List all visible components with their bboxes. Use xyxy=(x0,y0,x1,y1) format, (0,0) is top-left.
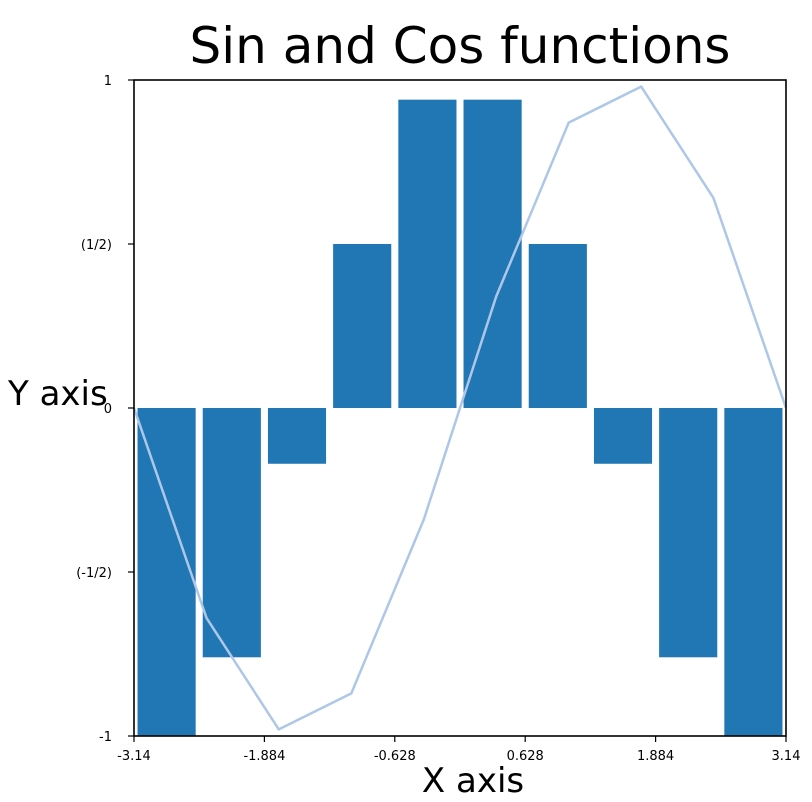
y-tick-label: (1/2) xyxy=(81,238,112,253)
x-tick-label: 0.628 xyxy=(507,749,544,764)
x-ticks: -3.14 -1.884 -0.628 0.628 1.884 3.14 xyxy=(117,736,800,764)
x-axis-label: X axis xyxy=(422,761,524,801)
bar xyxy=(528,244,587,408)
y-tick-label: 0 xyxy=(104,402,112,417)
x-tick-label: 1.884 xyxy=(637,749,674,764)
x-tick-label: 3.14 xyxy=(772,749,801,764)
x-tick-label: -1.884 xyxy=(243,749,285,764)
bar xyxy=(333,244,392,408)
y-tick-label: -1 xyxy=(99,730,112,745)
bar xyxy=(398,99,457,409)
y-axis-label: Y axis xyxy=(7,374,108,414)
bar xyxy=(593,408,653,464)
x-tick-label: -3.14 xyxy=(117,749,151,764)
line-series xyxy=(132,85,788,731)
chart-title: Sin and Cos functions xyxy=(190,17,731,75)
y-ticks: 1 (1/2) 0 (-1/2) -1 xyxy=(76,74,134,745)
line-path xyxy=(132,85,788,731)
y-tick-label: (-1/2) xyxy=(76,566,112,581)
x-tick-label: -0.628 xyxy=(374,749,416,764)
bar xyxy=(267,408,327,464)
bar xyxy=(724,408,783,736)
bar xyxy=(659,408,718,658)
bar-series xyxy=(137,99,783,736)
bar xyxy=(202,408,261,658)
bar xyxy=(137,408,196,736)
bar xyxy=(463,99,522,409)
y-tick-label: 1 xyxy=(104,74,112,89)
